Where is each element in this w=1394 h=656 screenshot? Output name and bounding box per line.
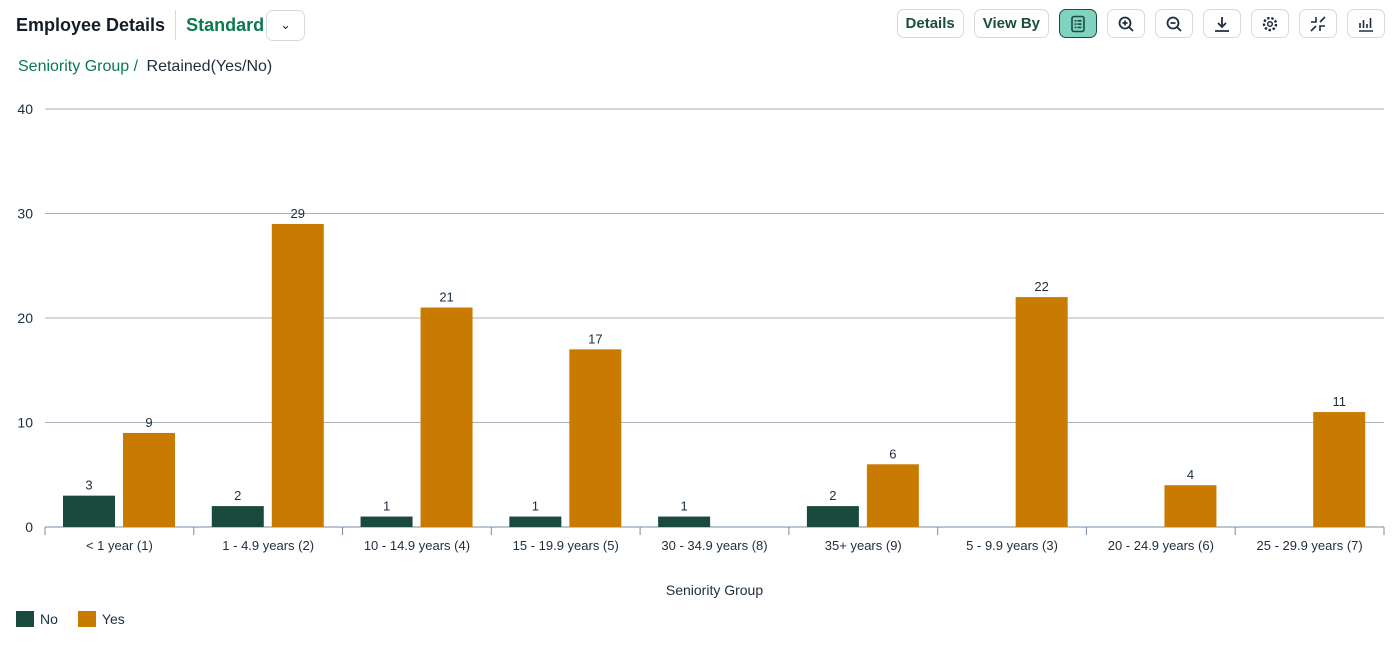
download-button[interactable]	[1203, 9, 1241, 38]
breadcrumb-current: Retained(Yes/No)	[146, 58, 273, 75]
y-tick-label: 20	[17, 310, 33, 326]
chart-type-button[interactable]	[1347, 9, 1385, 38]
data-label: 17	[588, 331, 602, 346]
data-label: 9	[145, 415, 152, 430]
data-label: 2	[829, 488, 836, 503]
x-tick-label: 15 - 19.9 years (5)	[513, 538, 619, 553]
bar-yes[interactable]	[123, 432, 175, 527]
data-label: 22	[1034, 279, 1048, 294]
breadcrumb: Seniority Group / Retained(Yes/No)	[18, 58, 272, 76]
legend-swatch-yes[interactable]	[77, 611, 96, 627]
data-label: 11	[1332, 394, 1346, 409]
legend-swatch-no[interactable]	[16, 611, 34, 627]
bar-no[interactable]	[360, 516, 413, 527]
settings-icon	[1262, 16, 1278, 31]
breadcrumb-seniority-group[interactable]: Seniority Group /	[18, 58, 139, 75]
divider	[175, 10, 177, 40]
bar-chart: 0 10 20 30 40 < 1 year (1) 3 9 1 - 4.9 years (2)…	[17, 101, 1385, 598]
zoom-out-button[interactable]	[1155, 9, 1193, 38]
header: Employee Details Standard ⌄	[16, 9, 306, 41]
exit-fullscreen-button[interactable]	[1299, 9, 1337, 38]
download-icon	[1215, 16, 1229, 32]
x-tick-label: 25 - 29.9 years (7)	[1257, 538, 1363, 553]
settings-button[interactable]	[1251, 9, 1289, 38]
x-tick-label: 10 - 14.9 years (4)	[364, 538, 470, 553]
bar-no[interactable]	[509, 516, 562, 527]
bar-yes[interactable]	[1015, 297, 1068, 527]
bar-no[interactable]	[658, 516, 711, 527]
chart-type-icon	[1359, 17, 1373, 32]
bar-no[interactable]	[806, 506, 859, 527]
y-tick-label: 10	[17, 415, 33, 431]
legend-label-no[interactable]: No	[40, 611, 58, 627]
data-label: 4	[1187, 467, 1194, 482]
data-label: 1	[532, 499, 539, 514]
bar-yes[interactable]	[420, 307, 473, 527]
bar-yes[interactable]	[1164, 485, 1217, 527]
bar-yes[interactable]	[271, 223, 324, 527]
variant-name[interactable]: Standard	[186, 14, 265, 35]
variant-dropdown-button[interactable]: ⌄	[266, 9, 306, 41]
x-tick-label: 5 - 9.9 years (3)	[966, 538, 1058, 553]
bar-no[interactable]	[211, 506, 264, 527]
bar-yes[interactable]	[866, 464, 919, 527]
data-label: 1	[680, 499, 687, 514]
bar-yes[interactable]	[569, 349, 622, 527]
y-tick-label: 0	[25, 519, 33, 535]
x-tick-label: 30 - 34.9 years (8)	[661, 538, 767, 553]
data-label: 21	[439, 290, 453, 305]
details-button[interactable]: Details	[896, 9, 964, 38]
table-view-button[interactable]	[1059, 9, 1097, 38]
data-label: 1	[383, 499, 390, 514]
data-label: 6	[889, 446, 896, 461]
y-tick-label: 40	[17, 101, 33, 117]
zoom-in-button[interactable]	[1107, 9, 1145, 38]
zoom-in-icon	[1118, 16, 1134, 32]
legend: No Yes	[16, 611, 125, 627]
chevron-down-icon: ⌄	[280, 17, 292, 32]
table-icon	[1071, 15, 1085, 32]
view-by-button[interactable]: View By	[973, 9, 1049, 38]
x-axis-title: Seniority Group	[666, 582, 763, 598]
x-tick-label: 35+ years (9)	[825, 538, 902, 553]
x-tick-label: 1 - 4.9 years (2)	[222, 538, 314, 553]
x-tick-label: < 1 year (1)	[86, 538, 153, 553]
legend-label-yes[interactable]: Yes	[101, 611, 125, 627]
exit-fullscreen-icon	[1310, 15, 1326, 32]
data-label: 29	[291, 206, 305, 221]
zoom-out-icon	[1166, 16, 1182, 32]
bar-yes[interactable]	[1313, 412, 1366, 527]
y-tick-label: 30	[17, 206, 33, 222]
data-label: 3	[85, 478, 92, 493]
toolbar: Details View By	[896, 9, 1385, 38]
bar-no[interactable]	[63, 495, 115, 527]
x-tick-label: 20 - 24.9 years (6)	[1108, 538, 1214, 553]
data-label: 2	[234, 488, 241, 503]
page-title: Employee Details	[16, 14, 166, 35]
